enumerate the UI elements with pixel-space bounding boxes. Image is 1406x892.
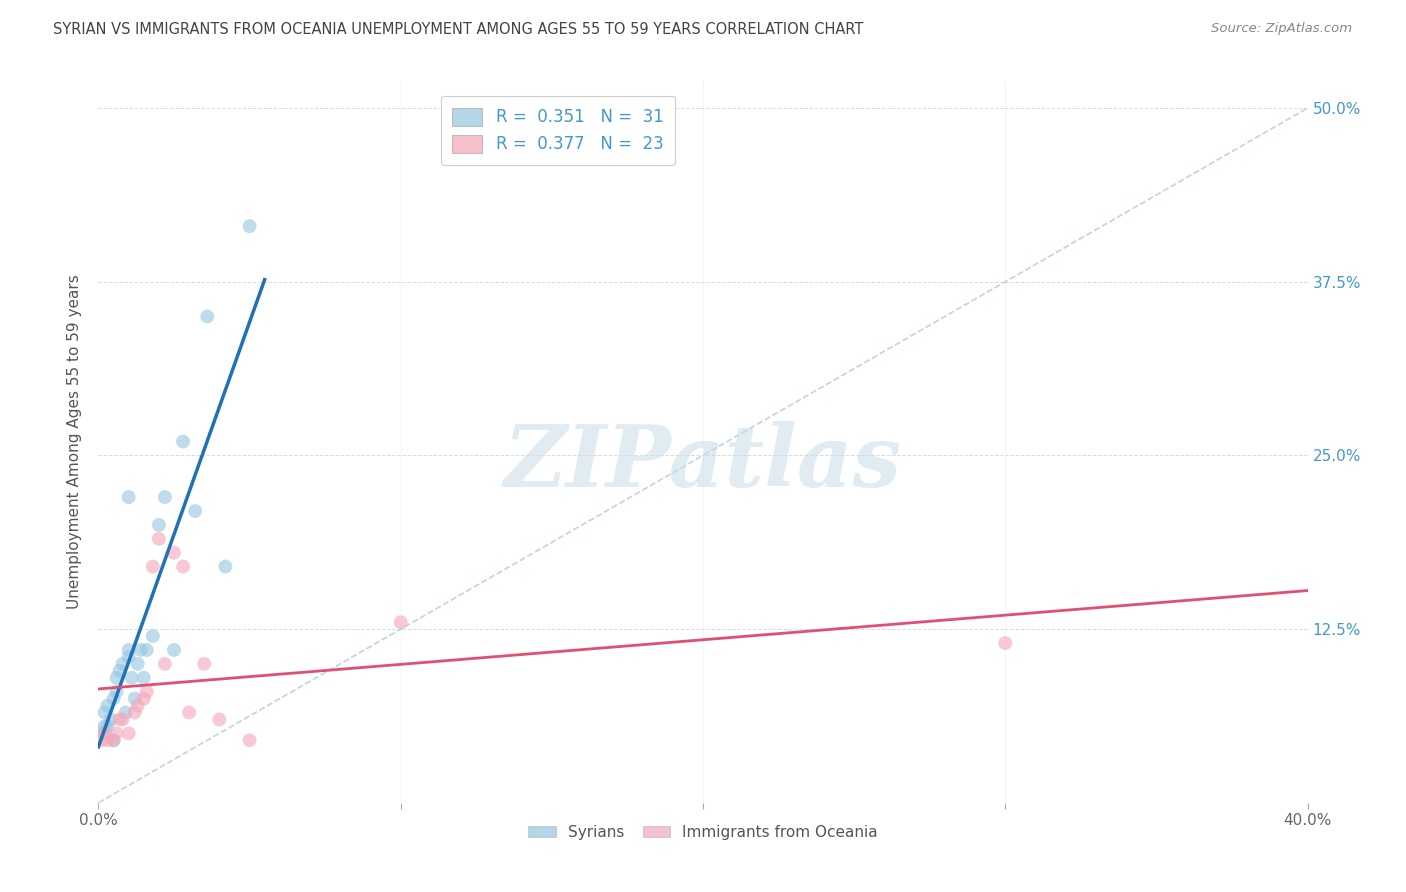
Text: Source: ZipAtlas.com: Source: ZipAtlas.com — [1212, 22, 1353, 36]
Point — [118, 649, 141, 664]
Point — [153, 657, 176, 671]
Point — [93, 726, 115, 740]
Point — [103, 691, 125, 706]
Point — [103, 733, 125, 747]
Point — [118, 643, 141, 657]
Point — [179, 706, 201, 720]
Point — [208, 713, 231, 727]
Y-axis label: Unemployment Among Ages 55 to 59 years: Unemployment Among Ages 55 to 59 years — [67, 274, 83, 609]
Text: SYRIAN VS IMMIGRANTS FROM OCEANIA UNEMPLOYMENT AMONG AGES 55 TO 59 YEARS CORRELA: SYRIAN VS IMMIGRANTS FROM OCEANIA UNEMPL… — [53, 22, 863, 37]
Point — [105, 726, 128, 740]
Point — [96, 719, 118, 733]
Point — [389, 615, 412, 630]
Point — [239, 733, 262, 747]
Point — [214, 559, 236, 574]
Point — [132, 691, 155, 706]
Point — [111, 713, 134, 727]
Point — [163, 643, 186, 657]
Point — [153, 490, 176, 504]
Point — [163, 546, 186, 560]
Text: ZIPatlas: ZIPatlas — [503, 421, 903, 505]
Point — [172, 559, 194, 574]
Point — [105, 684, 128, 698]
Point — [184, 504, 207, 518]
Point — [135, 643, 157, 657]
Point — [108, 664, 131, 678]
Point — [121, 671, 143, 685]
Point — [129, 643, 152, 657]
Point — [108, 713, 131, 727]
Point — [100, 713, 122, 727]
Point — [142, 559, 165, 574]
Point — [124, 706, 146, 720]
Point — [994, 636, 1017, 650]
Point — [118, 726, 141, 740]
Point — [127, 698, 149, 713]
Point — [93, 719, 115, 733]
Point — [148, 532, 170, 546]
Point — [127, 657, 149, 671]
Point — [114, 706, 136, 720]
Point — [193, 657, 215, 671]
Point — [135, 684, 157, 698]
Point — [239, 219, 262, 234]
Point — [105, 671, 128, 685]
Point — [103, 733, 125, 747]
Point — [93, 706, 115, 720]
Point — [118, 490, 141, 504]
Point — [96, 698, 118, 713]
Point — [172, 434, 194, 449]
Point — [96, 733, 118, 747]
Point — [90, 726, 112, 740]
Point — [142, 629, 165, 643]
Legend: Syrians, Immigrants from Oceania: Syrians, Immigrants from Oceania — [522, 819, 884, 846]
Point — [148, 517, 170, 532]
Point — [124, 691, 146, 706]
Point — [90, 733, 112, 747]
Point — [111, 657, 134, 671]
Point — [132, 671, 155, 685]
Point — [195, 310, 218, 324]
